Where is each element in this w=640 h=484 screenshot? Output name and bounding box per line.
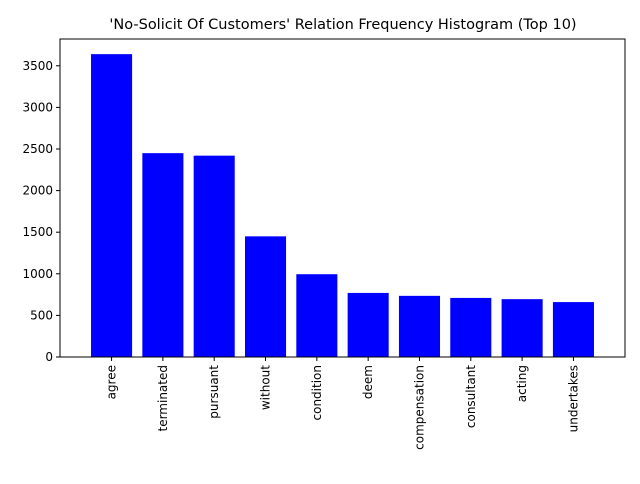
bar-without — [244, 236, 287, 357]
x-tick-label-pursuant: pursuant — [207, 365, 221, 419]
bars — [91, 54, 594, 358]
x-tick-label-without: without — [259, 365, 273, 410]
x-tick-label-terminated: terminated — [156, 365, 170, 432]
y-tick-label: 1000 — [22, 267, 53, 281]
x-tick-label-consultant: consultant — [464, 365, 478, 428]
y-tick-label: 2500 — [22, 142, 53, 156]
y-tick-label: 1500 — [22, 225, 53, 239]
bar-condition — [296, 274, 338, 357]
x-tick-label-compensation: compensation — [412, 365, 426, 450]
x-tick-label-deem: deem — [361, 365, 375, 399]
bar-undertakes — [552, 302, 594, 357]
bar-acting — [501, 299, 543, 357]
x-axis-ticks: agree terminated pursuant without condition d… — [105, 357, 580, 450]
bar-agree — [91, 54, 133, 358]
y-tick-label: 0 — [45, 350, 53, 364]
bar-compensation — [398, 295, 441, 357]
y-tick-label: 3000 — [22, 100, 53, 114]
y-tick-label: 3500 — [22, 59, 53, 73]
x-tick-label-acting: acting — [515, 365, 529, 402]
plot-frame — [59, 38, 626, 358]
bar-pursuant — [193, 155, 235, 357]
x-tick-label-undertakes: undertakes — [566, 365, 580, 432]
bar-consultant — [450, 297, 492, 357]
bar-deem — [347, 292, 389, 357]
x-tick-label-condition: condition — [310, 365, 324, 420]
y-tick-label: 2000 — [22, 184, 53, 198]
chart-title: 'No-Solicit Of Customers' Relation Frequ… — [109, 17, 576, 33]
bar-terminated — [142, 153, 184, 357]
y-axis-ticks: 0 500 1000 1500 2000 2500 3000 3500 — [22, 59, 60, 364]
y-tick-label: 500 — [30, 308, 53, 322]
x-tick-label-agree: agree — [105, 365, 119, 399]
